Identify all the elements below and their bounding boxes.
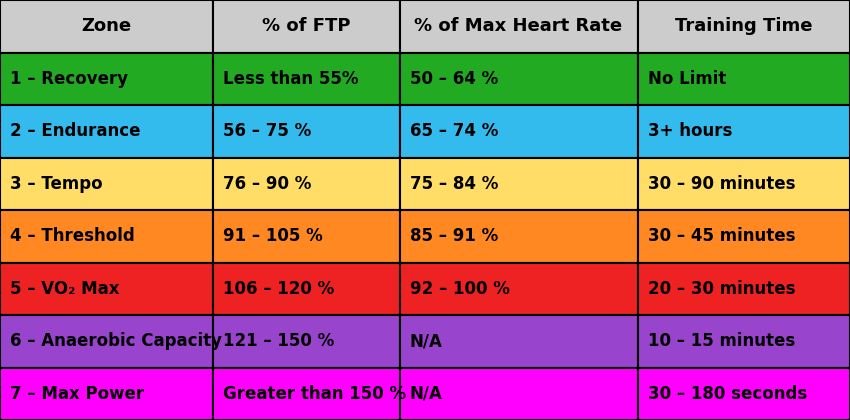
Bar	[0, 0, 212, 52]
Text: 3 – Tempo: 3 – Tempo	[10, 175, 103, 193]
Text: 2 – Endurance: 2 – Endurance	[10, 122, 141, 140]
Text: 85 – 91 %: 85 – 91 %	[410, 227, 498, 245]
Text: 30 – 90 minutes: 30 – 90 minutes	[648, 175, 796, 193]
Text: 91 – 105 %: 91 – 105 %	[223, 227, 322, 245]
Text: % of FTP: % of FTP	[262, 17, 350, 35]
Text: 106 – 120 %: 106 – 120 %	[223, 280, 334, 298]
Text: 30 – 45 minutes: 30 – 45 minutes	[648, 227, 796, 245]
Text: N/A: N/A	[410, 332, 443, 350]
Text: 75 – 84 %: 75 – 84 %	[410, 175, 498, 193]
Text: 56 – 75 %: 56 – 75 %	[223, 122, 311, 140]
Bar	[212, 262, 400, 315]
Text: 50 – 64 %: 50 – 64 %	[410, 70, 498, 88]
Bar	[212, 315, 400, 368]
Bar	[400, 105, 638, 158]
Text: % of Max Heart Rate: % of Max Heart Rate	[415, 17, 622, 35]
Text: 5 – VO₂ Max: 5 – VO₂ Max	[10, 280, 120, 298]
Bar	[400, 315, 638, 368]
Bar	[638, 52, 850, 105]
Bar	[212, 158, 400, 210]
Text: N/A: N/A	[410, 385, 443, 403]
Text: Training Time: Training Time	[675, 17, 813, 35]
Bar	[638, 210, 850, 262]
Text: 76 – 90 %: 76 – 90 %	[223, 175, 311, 193]
Bar	[212, 52, 400, 105]
Bar	[0, 105, 212, 158]
Text: 121 – 150 %: 121 – 150 %	[223, 332, 334, 350]
Bar	[0, 52, 212, 105]
Text: No Limit: No Limit	[648, 70, 726, 88]
Bar	[400, 368, 638, 420]
Bar	[400, 0, 638, 52]
Text: 7 – Max Power: 7 – Max Power	[10, 385, 144, 403]
Bar	[400, 158, 638, 210]
Bar	[638, 262, 850, 315]
Bar	[0, 158, 212, 210]
Text: 3+ hours: 3+ hours	[648, 122, 732, 140]
Bar	[400, 52, 638, 105]
Bar	[212, 0, 400, 52]
Bar	[0, 315, 212, 368]
Bar	[0, 368, 212, 420]
Text: 10 – 15 minutes: 10 – 15 minutes	[648, 332, 795, 350]
Text: 65 – 74 %: 65 – 74 %	[410, 122, 498, 140]
Bar	[638, 315, 850, 368]
Text: Less than 55%: Less than 55%	[223, 70, 358, 88]
Text: 1 – Recovery: 1 – Recovery	[10, 70, 128, 88]
Bar	[0, 210, 212, 262]
Text: 92 – 100 %: 92 – 100 %	[410, 280, 509, 298]
Text: Zone: Zone	[82, 17, 131, 35]
Bar	[638, 0, 850, 52]
Bar	[400, 262, 638, 315]
Bar	[0, 262, 212, 315]
Bar	[212, 368, 400, 420]
Bar	[638, 368, 850, 420]
Text: 4 – Threshold: 4 – Threshold	[10, 227, 135, 245]
Bar	[400, 210, 638, 262]
Text: 6 – Anaerobic Capacity: 6 – Anaerobic Capacity	[10, 332, 222, 350]
Text: 30 – 180 seconds: 30 – 180 seconds	[648, 385, 807, 403]
Bar	[212, 105, 400, 158]
Text: 20 – 30 minutes: 20 – 30 minutes	[648, 280, 796, 298]
Text: Greater than 150 %: Greater than 150 %	[223, 385, 405, 403]
Bar	[638, 105, 850, 158]
Bar	[638, 158, 850, 210]
Bar	[212, 210, 400, 262]
